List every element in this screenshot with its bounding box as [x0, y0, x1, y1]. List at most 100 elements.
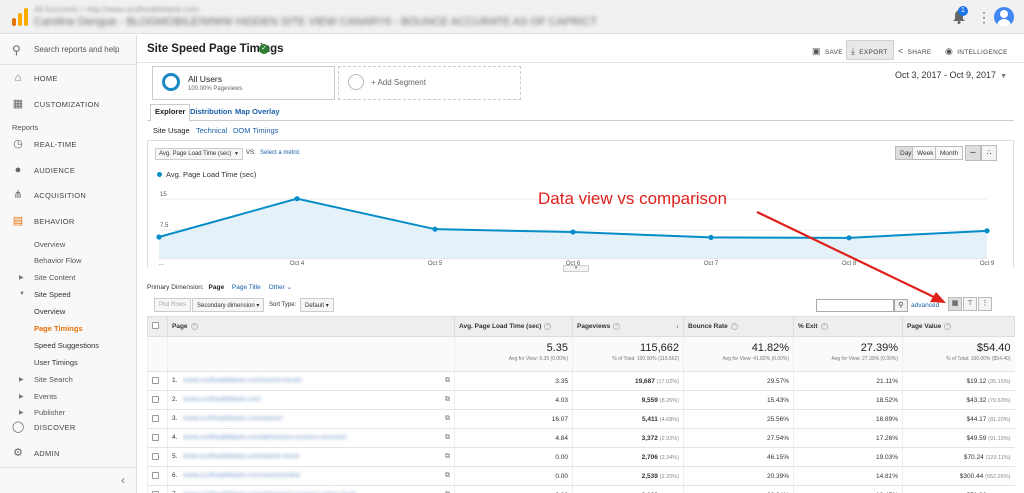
data-point[interactable]	[846, 235, 852, 241]
select-all-header[interactable]	[147, 316, 168, 337]
page-cell[interactable]: 4. /www.ucsfhealthblank.com/admissions-p…	[167, 428, 455, 448]
table-search-button[interactable]: ⚲	[894, 299, 908, 312]
table-row[interactable]: 2. /www.ucsfhealthblank.com/⧉ 4.03 9,559 (…	[147, 390, 1015, 410]
select-metric-link[interactable]: Select a metric	[260, 150, 300, 156]
external-link-icon[interactable]: ⧉	[445, 377, 450, 384]
sidebar-item-acquisition[interactable]: ⋔ ACQUISITION	[0, 185, 137, 207]
table-row[interactable]: 3. /www.ucsfhealthblank.com/search/ ⧉ 16.0…	[147, 409, 1015, 429]
sort-type-select[interactable]: Default ▾	[300, 298, 334, 312]
sidebar-subitem-behavior-flow[interactable]: Behavior Flow	[34, 256, 82, 265]
external-link-icon[interactable]: ⧉	[445, 472, 450, 479]
page-link[interactable]: /www.ucsfhealthblank.com/search-results	[182, 377, 303, 384]
help-icon[interactable]: ?	[944, 322, 952, 330]
page-cell[interactable]: 3. /www.ucsfhealthblank.com/search/ ⧉	[167, 409, 455, 429]
row-checkbox-cell[interactable]	[147, 371, 168, 391]
data-point[interactable]	[432, 226, 438, 232]
table-row[interactable]: 7. /www.ucsfhealthblank.com/admissions-p…	[147, 485, 1015, 493]
column-header-pageviews[interactable]: Pageviews? ↓	[572, 316, 684, 337]
row-checkbox-cell[interactable]	[147, 390, 168, 410]
external-link-icon[interactable]: ⧉	[445, 396, 450, 403]
page-cell[interactable]: 1. /www.ucsfhealthblank.com/search-resul…	[167, 371, 455, 391]
pivot-view-button[interactable]: ⋮	[978, 297, 992, 311]
dimension-page[interactable]: Page	[208, 284, 225, 291]
sidebar-subitem-speed-suggestions[interactable]: Speed Suggestions	[34, 341, 100, 350]
sidebar-search[interactable]: ⚲ Search reports and help	[0, 35, 137, 65]
chart-resize-handle[interactable]: ▾	[563, 265, 589, 272]
add-segment-button[interactable]: + Add Segment	[338, 66, 521, 100]
sidebar-subitem-ss-overview[interactable]: Overview	[34, 307, 66, 316]
data-point[interactable]	[570, 229, 576, 235]
row-checkbox-cell[interactable]	[147, 409, 168, 429]
export-button[interactable]: ⤓ EXPORT	[851, 46, 888, 57]
table-row[interactable]: 1. /www.ucsfhealthblank.com/search-resul…	[147, 371, 1015, 391]
data-point[interactable]	[708, 234, 714, 241]
help-icon[interactable]: ?	[730, 322, 738, 330]
row-checkbox[interactable]	[152, 376, 159, 384]
intelligence-button[interactable]: ◉ INTELLIGENCE	[945, 46, 1008, 57]
segment-all-users[interactable]: All Users 100.00% Pageviews	[152, 66, 335, 100]
page-link[interactable]: /www.ucsfhealthblank.com/	[182, 396, 262, 403]
share-button[interactable]: < SHARE	[898, 46, 931, 56]
page-cell[interactable]: 2. /www.ucsfhealthblank.com/ ⧉	[167, 390, 455, 410]
account-breadcrumb[interactable]: All Accounts > http://www.ucsfhealthblan…	[34, 5, 199, 14]
external-link-icon[interactable]: ⧉	[445, 453, 450, 460]
help-icon[interactable]: ?	[190, 322, 198, 330]
sidebar-subitem-site-content[interactable]: Site Content	[34, 273, 76, 282]
sidebar-item-customization[interactable]: ▦ CUSTOMIZATION	[0, 94, 137, 116]
row-checkbox[interactable]	[152, 490, 159, 493]
column-header-bounce-rate[interactable]: Bounce Rate?	[683, 316, 794, 337]
expand-triangle-icon[interactable]: ▶	[19, 275, 24, 281]
subtab-technical[interactable]: Technical	[196, 126, 228, 135]
table-row[interactable]: 4. /www.ucsfhealthblank.com/admissions-p…	[147, 428, 1015, 448]
row-checkbox-cell[interactable]	[147, 428, 168, 448]
help-icon[interactable]: ?	[544, 322, 552, 330]
view-selector[interactable]: Caroline Dengue - BLOGMOBILE/WWW HIDDEN …	[34, 16, 598, 28]
column-header-exit[interactable]: % Exit?	[793, 316, 903, 337]
column-header-page-value[interactable]: Page Value?	[902, 316, 1015, 337]
dimension-other[interactable]: Other ⌄	[268, 284, 293, 291]
subtab-dom-timings[interactable]: DOM Timings	[233, 126, 279, 135]
expand-triangle-icon[interactable]: ▶	[19, 410, 24, 416]
table-row[interactable]: 6. /www.ucsfhealthblank.com/search/onlin…	[147, 466, 1015, 486]
subtab-site-usage[interactable]: Site Usage	[153, 126, 190, 135]
collapse-sidebar-button[interactable]: ‹	[0, 467, 137, 493]
external-link-icon[interactable]: ⧉	[445, 434, 450, 441]
page-cell[interactable]: 5. /www.ucsfhealthblank.com/search-resul…	[167, 447, 455, 467]
sidebar-subitem-events[interactable]: Events	[34, 392, 57, 401]
row-checkbox[interactable]	[152, 414, 159, 422]
select-all-checkbox[interactable]	[152, 322, 159, 329]
tab-map-overlay[interactable]: Map Overlay	[235, 107, 280, 116]
sidebar-item-realtime[interactable]: ◷ REAL-TIME	[0, 134, 137, 156]
page-link[interactable]: /www.ucsfhealthblank.com/admissions-proc…	[183, 491, 356, 493]
page-cell[interactable]: 7. /www.ucsfhealthblank.com/admissions-p…	[167, 485, 455, 493]
row-checkbox[interactable]	[152, 395, 159, 403]
page-link[interactable]: /www.ucsfhealthblank.com/search/online	[182, 472, 300, 479]
help-icon[interactable]: ?	[613, 322, 621, 330]
secondary-dimension-select[interactable]: Secondary dimension ▾	[192, 298, 265, 312]
sidebar-item-home[interactable]: ⌂ HOME	[0, 68, 137, 90]
row-checkbox[interactable]	[152, 471, 159, 479]
row-checkbox-cell[interactable]	[147, 447, 168, 467]
sidebar-subitem-overview[interactable]: Overview	[34, 240, 66, 249]
more-options-icon[interactable]: ⋮	[977, 9, 991, 25]
row-checkbox[interactable]	[152, 452, 159, 460]
column-header-page[interactable]: Page?	[167, 316, 455, 337]
expand-triangle-icon[interactable]: ▶	[19, 394, 24, 400]
line-chart[interactable]: 15 7.5... Oct 4 Oct 5 Oct 6 Oct 7 Oct 8 Oct 9	[147, 182, 1014, 267]
export-button-bg[interactable]	[846, 40, 894, 60]
row-checkbox-cell[interactable]	[147, 485, 168, 493]
sidebar-subitem-page-timings[interactable]: Page Timings	[34, 324, 83, 333]
save-button[interactable]: ▣ SAVE	[812, 46, 843, 57]
data-point[interactable]	[294, 196, 300, 202]
data-point[interactable]	[156, 234, 162, 240]
date-range-picker[interactable]: Oct 3, 2017 - Oct 9, 2017 ▼	[895, 70, 1007, 80]
external-link-icon[interactable]: ⧉	[445, 415, 450, 422]
page-link[interactable]: /www.ucsfhealthblank.com/search/	[182, 415, 283, 422]
sidebar-item-admin[interactable]: ⚙ ADMIN	[0, 443, 137, 465]
row-checkbox[interactable]	[152, 433, 159, 441]
data-point[interactable]	[984, 228, 990, 234]
sidebar-item-behavior[interactable]: ▤ BEHAVIOR	[0, 211, 137, 233]
sidebar-item-audience[interactable]: ● AUDIENCE	[0, 160, 137, 182]
sidebar-subitem-publisher[interactable]: Publisher	[34, 408, 66, 415]
advanced-filter-link[interactable]: advanced	[911, 302, 940, 309]
